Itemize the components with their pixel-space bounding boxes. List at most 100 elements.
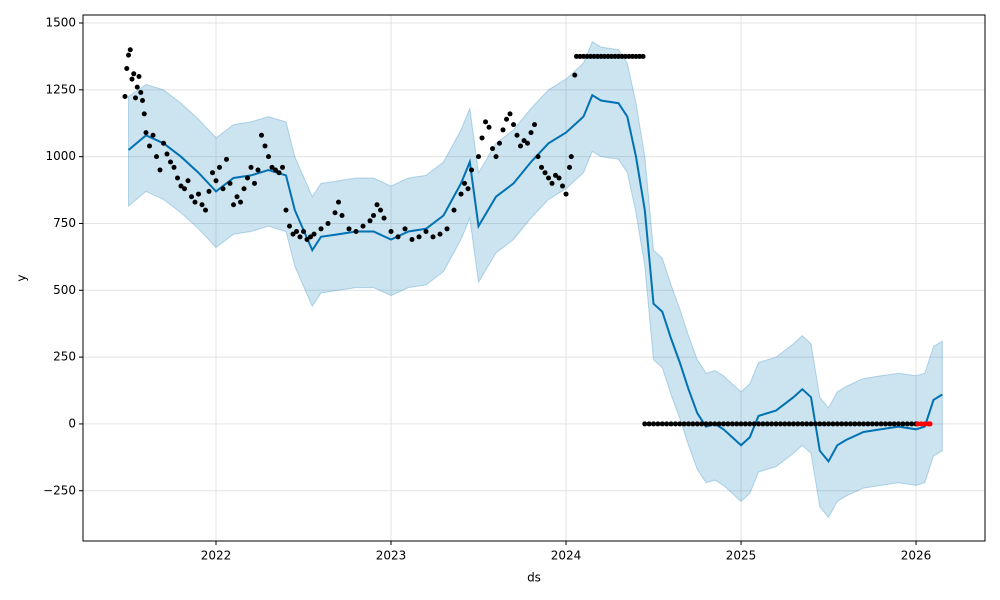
observed-point (721, 421, 727, 427)
y-tick-label: 1000 (45, 149, 76, 163)
observed-point (584, 53, 590, 59)
observed-point (297, 234, 303, 240)
observed-point (367, 218, 373, 224)
observed-point (623, 53, 629, 59)
axes: 2022 2023 2024 2025 2026 −250 0 250 500 750 1000 12… (43, 16, 931, 563)
observed-point (856, 421, 862, 427)
observed-point (325, 220, 331, 226)
observed-point (834, 421, 840, 427)
observed-point (518, 143, 524, 149)
observed-point (546, 175, 552, 181)
observed-point (189, 194, 195, 200)
observed-point (227, 180, 233, 186)
observed-point (756, 421, 762, 427)
observed-point (694, 421, 700, 427)
observed-point (269, 164, 275, 170)
observed-point (245, 175, 251, 181)
y-tick-label: 250 (53, 350, 76, 364)
observed-point (147, 143, 153, 149)
observed-point (217, 164, 223, 170)
observed-point (686, 421, 692, 427)
y-tick-label: 750 (53, 216, 76, 230)
observed-point (196, 191, 202, 197)
observed-point (619, 53, 625, 59)
observed-point (747, 421, 753, 427)
observed-point (241, 186, 247, 192)
observed-point (716, 421, 722, 427)
observed-point (630, 53, 636, 59)
observed-point (782, 421, 788, 427)
observed-point (817, 421, 823, 427)
observed-point (444, 226, 450, 232)
x-tick-label: 2022 (201, 549, 232, 563)
observed-point (231, 202, 237, 208)
observed-point (553, 172, 559, 178)
observed-point (136, 73, 142, 79)
observed-point (699, 421, 705, 427)
observed-point (591, 53, 597, 59)
observed-point (734, 421, 740, 427)
observed-point (346, 226, 352, 232)
x-tick-label: 2024 (551, 549, 582, 563)
observed-point (568, 154, 574, 160)
observed-point (712, 421, 718, 427)
observed-point (465, 186, 471, 192)
observed-point (126, 52, 132, 58)
observed-point (451, 207, 457, 213)
x-tick-label: 2025 (726, 549, 757, 563)
observed-point (729, 421, 735, 427)
observed-point (504, 116, 510, 122)
observed-point (773, 421, 779, 427)
y-tick-label: 1500 (45, 16, 76, 30)
observed-point (609, 53, 615, 59)
future-point (927, 421, 933, 427)
observed-point (542, 170, 548, 176)
observed-point (154, 154, 160, 160)
observed-point (595, 53, 601, 59)
observed-point (738, 421, 744, 427)
observed-point (234, 194, 240, 200)
observed-point (637, 53, 643, 59)
observed-point (521, 138, 527, 144)
observed-point (646, 421, 652, 427)
y-tick-label: 0 (68, 416, 76, 430)
observed-point (437, 231, 443, 237)
observed-point (795, 421, 801, 427)
observed-point (605, 53, 611, 59)
observed-point (528, 130, 534, 136)
observed-point (909, 421, 915, 427)
observed-point (203, 207, 209, 213)
observed-point (416, 234, 422, 240)
observed-point (598, 53, 604, 59)
observed-point (616, 53, 622, 59)
observed-point (206, 188, 212, 194)
observed-point (353, 228, 359, 234)
observed-point (252, 180, 258, 186)
observed-point (423, 228, 429, 234)
observed-point (847, 421, 853, 427)
observed-point (409, 237, 415, 243)
observed-point (199, 202, 205, 208)
observed-point (486, 124, 492, 130)
observed-point (707, 421, 713, 427)
observed-point (395, 234, 401, 240)
plot-frame (82, 14, 986, 542)
observed-point (283, 207, 289, 213)
observed-point (567, 164, 573, 170)
observed-point (574, 53, 580, 59)
observed-point (878, 421, 884, 427)
observed-point (799, 421, 805, 427)
observed-point (469, 167, 475, 173)
observed-point (786, 421, 792, 427)
observed-point (301, 228, 307, 234)
observed-point (462, 180, 468, 186)
observed-point (476, 154, 482, 160)
observed-point (138, 90, 144, 96)
observed-point (157, 167, 163, 173)
observed-point (388, 228, 394, 234)
observed-point (430, 234, 436, 240)
observed-point (224, 156, 230, 162)
observed-point (659, 421, 665, 427)
observed-point (539, 164, 545, 170)
